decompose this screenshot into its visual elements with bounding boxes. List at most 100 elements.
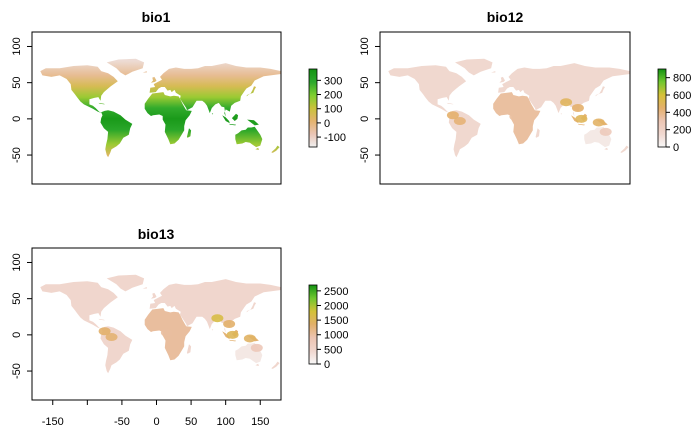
- rainfall-hotspot: [571, 104, 584, 112]
- rainfall-hotspot: [592, 118, 605, 127]
- land-polygon: [149, 279, 281, 333]
- y-tick-label: 50: [11, 77, 23, 89]
- rainfall-hotspot: [211, 314, 224, 323]
- land-polygon: [388, 65, 467, 114]
- land-polygon: [40, 65, 118, 114]
- land-polygon: [255, 363, 259, 366]
- y-axis: 100 50 0 -50: [359, 37, 380, 163]
- colorbar-legend: 300 200 100 0 -100: [308, 68, 346, 148]
- y-tick-label: 50: [11, 293, 23, 305]
- land-polygon: [211, 113, 214, 115]
- legend-label: 2500: [324, 286, 348, 298]
- land-polygon: [595, 86, 605, 97]
- rainfall-hotspot: [446, 111, 459, 120]
- legend-label: 0: [673, 142, 679, 154]
- rainfall-hotspot: [453, 117, 466, 126]
- land-polygon: [151, 76, 157, 83]
- land-polygon: [186, 128, 192, 138]
- x-tick-label: 50: [185, 416, 197, 428]
- land-polygon: [577, 123, 585, 126]
- land-polygon: [247, 119, 259, 126]
- map-title: bio13: [138, 226, 175, 242]
- legend-label: 300: [324, 75, 342, 87]
- colorbar: [308, 68, 318, 148]
- colorbar-legend: 800 600 400 200 0: [657, 68, 691, 154]
- legend-label: 400: [673, 107, 691, 119]
- rainfall-hotspot: [560, 98, 573, 107]
- land-polygon: [620, 145, 629, 153]
- land-polygon: [222, 115, 230, 124]
- rainfall-hotspot: [243, 334, 256, 343]
- land-polygon: [560, 113, 562, 115]
- land-polygon: [498, 63, 630, 117]
- rainfall-hotspot: [509, 112, 522, 121]
- map-title: bio1: [142, 9, 171, 25]
- legend-label: 2000: [324, 300, 348, 312]
- rainfall-hotspot: [223, 320, 236, 328]
- land-polygon: [604, 147, 608, 150]
- legend-label: 200: [324, 90, 342, 102]
- land-polygon: [246, 86, 257, 97]
- rainfall-hotspot: [575, 114, 588, 123]
- y-tick-label: 0: [359, 116, 371, 122]
- land-polygon: [229, 123, 236, 126]
- land-polygon: [149, 63, 281, 117]
- rainfall-hotspot: [599, 127, 612, 136]
- land-polygon: [499, 76, 505, 83]
- land-polygon: [229, 339, 236, 342]
- y-tick-label: 100: [359, 37, 371, 55]
- land-polygon: [98, 318, 106, 321]
- land-polygon: [535, 128, 540, 138]
- legend-label: 0: [324, 118, 330, 130]
- rainfall-hotspot: [250, 343, 263, 352]
- land-polygon: [271, 361, 280, 369]
- land-polygon: [231, 113, 239, 121]
- y-tick-label: 100: [11, 253, 23, 271]
- land-polygon: [255, 147, 259, 150]
- land-polygon: [144, 92, 192, 145]
- rainfall-hotspot: [98, 327, 111, 336]
- x-tick-label: 0: [153, 416, 159, 428]
- legend-label: 1500: [324, 315, 348, 327]
- legend-label: 800: [673, 73, 691, 85]
- legend-label: 500: [324, 344, 342, 356]
- land-polygon: [271, 145, 280, 153]
- legend-label: 1000: [324, 330, 348, 342]
- colorbar: [657, 68, 667, 148]
- land-polygon: [211, 329, 214, 331]
- legend-label: 200: [673, 125, 691, 137]
- map-panel-bio12: bio12 100 50 0 -50 800 600 400 200 0: [359, 9, 691, 185]
- rainfall-hotspot: [105, 333, 118, 342]
- x-tick-label: 100: [216, 416, 234, 428]
- y-tick-label: 0: [11, 116, 23, 122]
- land-raster: [40, 58, 281, 158]
- rainfall-hotspot: [226, 330, 239, 339]
- land-polygon: [455, 58, 493, 76]
- y-tick-label: 100: [11, 37, 23, 55]
- y-tick-label: -50: [359, 147, 371, 163]
- land-polygon: [106, 274, 145, 292]
- map-title: bio12: [487, 9, 524, 25]
- land-polygon: [100, 110, 133, 158]
- y-tick-label: -50: [11, 147, 23, 163]
- map-panel-bio1: bio1 100 50 0 -50 300 200 100 0 -100: [11, 9, 346, 185]
- y-tick-label: -50: [11, 363, 23, 379]
- land-polygon: [246, 302, 257, 313]
- land-polygon: [106, 58, 145, 76]
- land-polygon: [235, 126, 263, 148]
- land-polygon: [40, 281, 118, 330]
- land-polygon: [142, 71, 147, 73]
- plot-frame: [379, 31, 631, 185]
- legend-label: 600: [673, 90, 691, 102]
- colorbar: [308, 284, 318, 365]
- x-axis: -150 -50 0 50 100 150: [42, 399, 269, 428]
- y-tick-label: 0: [11, 332, 23, 338]
- land-polygon: [491, 71, 496, 73]
- y-tick-label: 50: [359, 77, 371, 89]
- y-axis: 100 50 0 -50: [11, 253, 32, 379]
- y-axis: 100 50 0 -50: [11, 37, 32, 163]
- land-polygon: [446, 102, 454, 105]
- land-raster: [40, 274, 281, 374]
- x-tick-label: -150: [42, 416, 64, 428]
